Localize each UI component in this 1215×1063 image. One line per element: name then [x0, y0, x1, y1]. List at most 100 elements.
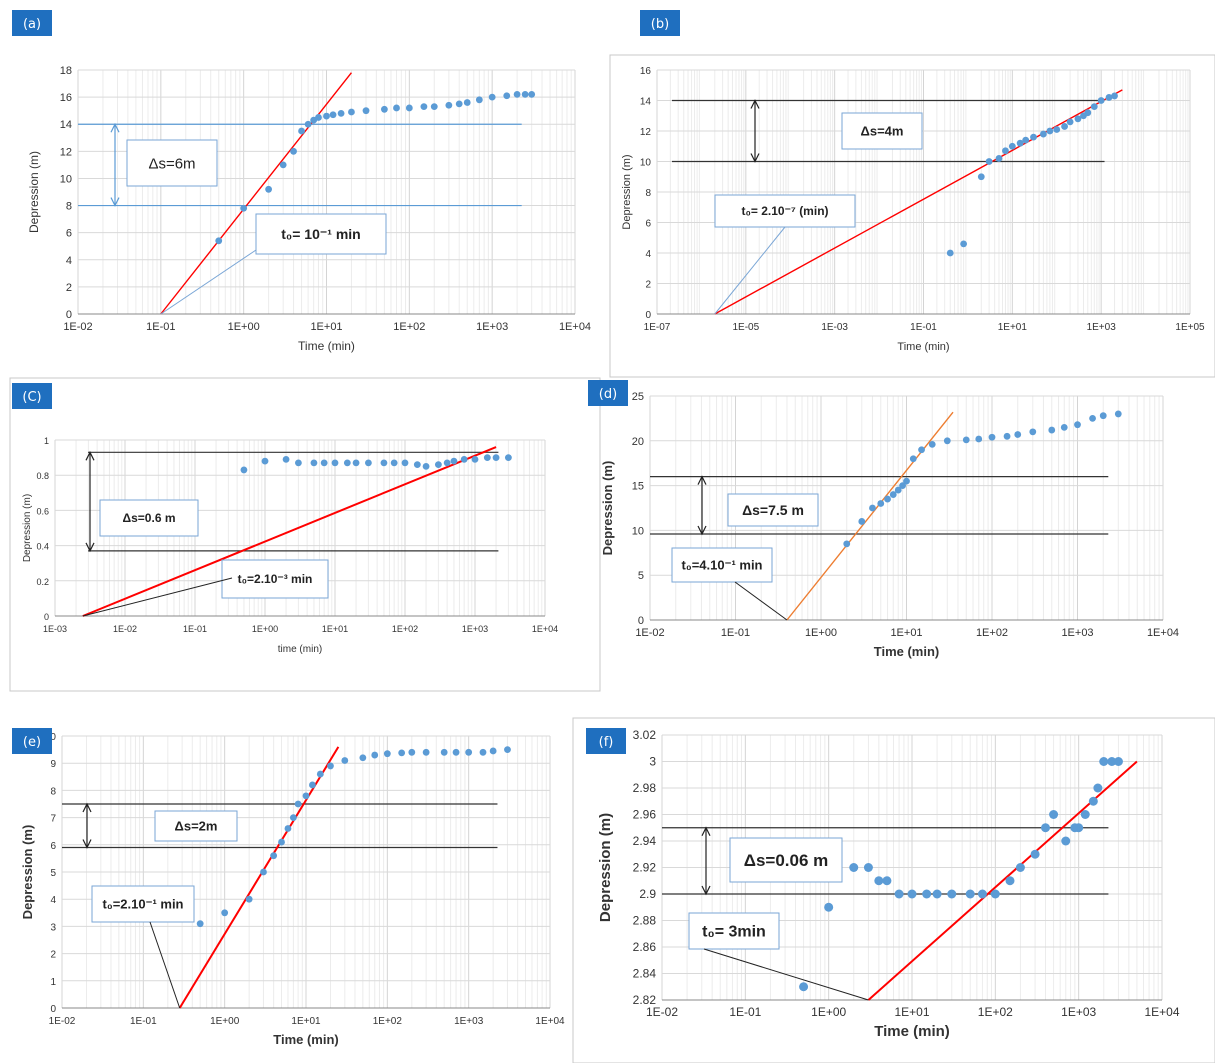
data-point: [922, 890, 931, 899]
data-point: [278, 839, 285, 846]
data-point: [1006, 876, 1015, 885]
x-tick-label: 1E-02: [113, 624, 137, 634]
data-point: [246, 896, 253, 903]
data-point: [929, 441, 936, 448]
data-point: [505, 454, 512, 461]
data-point: [332, 459, 339, 466]
data-point: [1029, 428, 1036, 435]
x-tick-label: 1E+00: [252, 624, 278, 634]
data-point: [1022, 137, 1029, 144]
y-tick-label: 12: [60, 146, 72, 158]
data-point: [944, 437, 951, 444]
data-point: [1084, 109, 1091, 116]
x-axis-label: Time (min): [874, 644, 940, 659]
x-tick-label: 1E+04: [1144, 1005, 1179, 1019]
data-point: [260, 869, 267, 876]
data-point: [1091, 103, 1098, 110]
x-tick-label: 1E+02: [373, 1016, 403, 1027]
x-tick-label: 1E+01: [998, 322, 1028, 333]
y-tick-label: 3: [50, 922, 56, 933]
y-tick-label: 5: [50, 868, 56, 879]
data-point: [371, 752, 378, 759]
y-tick-label: 1: [50, 977, 56, 988]
data-point: [456, 100, 463, 107]
data-point: [327, 763, 334, 770]
y-axis-label: Depression (m): [597, 813, 614, 922]
x-axis-label: Time (min): [874, 1023, 950, 1040]
data-point: [265, 186, 272, 193]
data-point: [490, 748, 497, 755]
data-point: [323, 113, 330, 120]
data-point: [1114, 757, 1123, 766]
data-point: [451, 458, 458, 465]
y-tick-label: 9: [50, 759, 56, 770]
y-tick-label: 0: [50, 1004, 56, 1015]
data-point: [1030, 134, 1037, 141]
fit-line: [868, 762, 1136, 1001]
data-point: [441, 749, 448, 756]
x-tick-label: 1E+03: [454, 1016, 484, 1027]
data-point: [884, 496, 891, 503]
data-point: [365, 459, 372, 466]
y-axis-label: Depression (m): [27, 151, 41, 233]
y-tick-label: 2.94: [633, 834, 657, 848]
data-point: [262, 458, 269, 465]
data-point: [1048, 427, 1055, 434]
data-point: [295, 801, 302, 808]
data-point: [348, 109, 355, 116]
t0-pointer: [715, 227, 785, 314]
data-point: [1061, 837, 1070, 846]
delta-label: Δs=6m: [148, 155, 195, 172]
data-point: [311, 459, 318, 466]
data-point: [514, 91, 521, 98]
data-point: [309, 782, 316, 789]
data-point: [221, 909, 228, 916]
y-tick-label: 2.82: [633, 993, 657, 1007]
y-tick-label: 8: [645, 188, 651, 199]
data-point: [240, 205, 247, 212]
data-point: [444, 459, 451, 466]
panel-tag: (b): [651, 17, 669, 32]
data-point: [421, 103, 428, 110]
panel-tag: (e): [23, 735, 41, 750]
t0-pointer: [150, 922, 180, 1008]
x-tick-label: 1E+04: [1147, 627, 1179, 639]
data-point: [1089, 797, 1098, 806]
x-tick-label: 1E+00: [805, 627, 837, 639]
data-point: [321, 459, 328, 466]
data-point: [1098, 97, 1105, 104]
data-point: [453, 749, 460, 756]
data-point: [1041, 823, 1050, 832]
x-tick-label: 1E+04: [535, 1016, 565, 1027]
y-tick-label: 3: [649, 755, 656, 769]
delta-label: Δs=2m: [175, 819, 218, 834]
x-tick-label: 1E-02: [49, 1016, 76, 1027]
y-tick-label: 14: [640, 97, 652, 108]
delta-label: Δs=0.6 m: [123, 511, 176, 525]
data-point: [435, 461, 442, 468]
y-tick-label: 16: [60, 92, 72, 104]
data-point: [903, 478, 910, 485]
data-point: [918, 446, 925, 453]
x-tick-label: 1E+04: [559, 321, 591, 333]
y-tick-label: 16: [640, 66, 652, 77]
y-axis-label: Depression (m): [20, 825, 35, 920]
y-tick-label: 0.4: [36, 542, 49, 552]
chart-panel-3: 1E-03 1E-02 1E-01 1E+00 1E+01 1E+02 1E+03 1E+04…: [10, 378, 600, 691]
x-tick-label: 1E+01: [894, 1005, 929, 1019]
x-tick-label: 1E+02: [392, 624, 418, 634]
y-tick-label: 10: [640, 158, 652, 169]
y-tick-label: 2.9: [639, 887, 656, 901]
x-axis-label: Time (min): [897, 341, 949, 353]
data-point: [414, 461, 421, 468]
x-tick-label: 1E+00: [811, 1005, 846, 1019]
y-tick-label: 5: [638, 570, 644, 582]
y-tick-label: 0: [66, 309, 72, 321]
y-tick-label: 20: [632, 436, 644, 448]
data-point: [1067, 118, 1074, 125]
y-tick-label: 18: [60, 65, 72, 77]
data-point: [1093, 784, 1102, 793]
data-point: [241, 467, 248, 474]
y-tick-label: 12: [640, 127, 652, 138]
y-tick-label: 6: [50, 841, 56, 852]
